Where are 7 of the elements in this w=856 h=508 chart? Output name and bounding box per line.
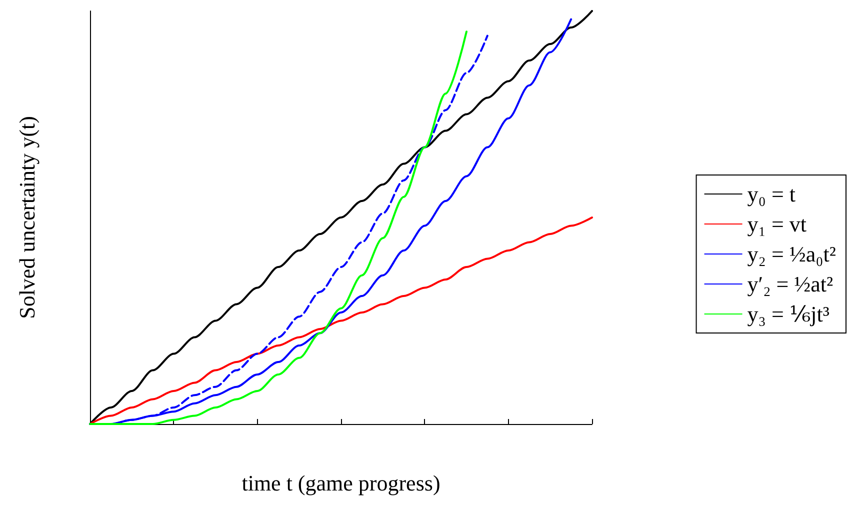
y-axis-title: Solved uncertainty y(t) xyxy=(14,116,40,319)
legend-label: y₀ = t xyxy=(747,182,796,206)
legend-label: y₁ = vt xyxy=(747,212,806,236)
legend-label: y′₂ = ½at² xyxy=(747,272,834,296)
legend-label: y₃ = ⅙jt³ xyxy=(747,302,830,326)
legend-label: y₂ = ½a₀t² xyxy=(747,242,836,266)
x-axis-title: time t (game progress) xyxy=(242,470,440,496)
